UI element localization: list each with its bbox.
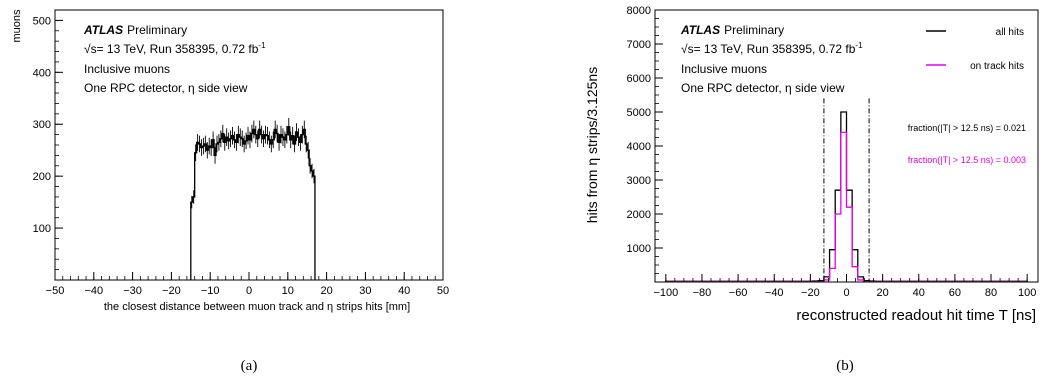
panel-b-sample: Inclusive muons <box>681 62 767 76</box>
panel-b-xlabel: reconstructed readout hit time T [ns] <box>796 307 1036 324</box>
panel-a-ytick-label: 300 <box>33 119 51 131</box>
panel-b-ytick-label: 7000 <box>627 39 651 51</box>
panel-b-energy-label: √s= 13 TeV, Run 358395, 0.72 fb-1 <box>681 41 863 56</box>
panel-b-xtick-label: 40 <box>913 287 925 299</box>
panel-a-histogram <box>190 118 316 280</box>
panel-a-frame <box>54 9 444 281</box>
fraction-on-track: fraction(|T| > 12.5 ns) = 0.003 <box>908 155 1026 165</box>
panel-b-atlas-label: ATLAS Preliminary <box>680 23 784 37</box>
panel-a-ytick-label: 200 <box>33 171 51 183</box>
panel-a-xtick-label: −40 <box>84 285 103 297</box>
panel-b-xtick-label: 20 <box>877 287 889 299</box>
panel-b: −100 −80 −60 −40 −20 0 20 40 60 80 100 1000 2000 3000… <box>584 5 1039 374</box>
panel-b-ytick-label: 8000 <box>627 5 651 17</box>
panel-a-xtick-label: 30 <box>359 285 371 297</box>
panel-a-detector: One RPC detector, η side view <box>84 81 248 95</box>
panel-b-xtick-label: −20 <box>801 287 820 299</box>
legend-all-hits-label: all hits <box>996 27 1024 38</box>
panel-a-xtick-label: 20 <box>320 285 332 297</box>
panel-a-ytick-label: 400 <box>33 67 51 79</box>
panel-b-preliminary: Preliminary <box>724 23 784 37</box>
panel-b-ytick-label: 5000 <box>627 107 651 119</box>
panel-a-xtick-label: 40 <box>398 285 410 297</box>
panel-b-lumi-exp: -1 <box>855 41 863 50</box>
panel-a-xtick-label: 0 <box>246 285 252 297</box>
panel-b-ytick-label: 1000 <box>627 243 651 255</box>
panel-a-ytick-label: 100 <box>33 223 51 235</box>
panel-b-xtick-label: 100 <box>1018 287 1036 299</box>
panel-b-xtick-label: 80 <box>985 287 997 299</box>
panel-a-ticks: −50 −40 −30 −20 −10 0 10 20 30 40 50 100 200 300 400 50… <box>33 15 449 297</box>
panel-a-preliminary: Preliminary <box>127 23 187 37</box>
panel-b-ytick-label: 2000 <box>627 209 651 221</box>
panel-b-detector: One RPC detector, η side view <box>681 81 845 95</box>
panel-b-energy: √s= 13 TeV, Run 358395, 0.72 fb <box>681 42 856 56</box>
panel-a-xlabel: the closest distance between muon track … <box>104 301 410 313</box>
legend-on-track-label: on track hits <box>970 61 1024 72</box>
panel-a: −50 −40 −30 −20 −10 0 10 20 30 40 50 100 200 300 400 50… <box>11 9 449 374</box>
panel-a-xtick-label: −20 <box>162 285 181 297</box>
panel-a-xtick-label: −10 <box>201 285 220 297</box>
panel-b-atlas: ATLAS <box>680 23 720 37</box>
fraction-all-hits: fraction(|T| > 12.5 ns) = 0.021 <box>908 123 1026 133</box>
panel-b-frame <box>654 9 1039 283</box>
panel-a-atlas: ATLAS <box>83 23 123 37</box>
panel-a-lumi-exp: -1 <box>258 41 266 50</box>
panel-b-xtick-label: −100 <box>653 287 678 299</box>
panel-b-xtick-label: −80 <box>693 287 712 299</box>
panel-a-xtick-label: 50 <box>437 285 449 297</box>
panel-a-xtick-label: 10 <box>282 285 294 297</box>
panel-b-xtick-label: 0 <box>843 287 849 299</box>
panel-b-ylabel: hits from η strips/3.125ns <box>584 67 600 223</box>
panel-a-caption: (a) <box>241 358 258 374</box>
panel-a-sample: Inclusive muons <box>84 62 170 76</box>
panel-b-xtick-label: −40 <box>765 287 784 299</box>
panel-a-xtick-label: −30 <box>123 285 142 297</box>
panel-b-xtick-label: 60 <box>949 287 961 299</box>
panel-a-xtick-label: −50 <box>46 285 65 297</box>
panel-a-ytick-label: 500 <box>33 15 51 27</box>
panel-b-ytick-label: 3000 <box>627 175 651 187</box>
panel-a-energy-label: √s= 13 TeV, Run 358395, 0.72 fb-1 <box>84 41 266 56</box>
panel-b-ticks: −100 −80 −60 −40 −20 0 20 40 60 80 100 1000 2000 3000… <box>627 5 1037 299</box>
panel-b-xtick-label: −60 <box>729 287 748 299</box>
panel-b-ytick-label: 4000 <box>627 141 651 153</box>
panel-b-ytick-label: 6000 <box>627 73 651 85</box>
panel-b-caption: (b) <box>836 358 854 374</box>
panel-a-energy: √s= 13 TeV, Run 358395, 0.72 fb <box>84 42 259 56</box>
panel-a-ylabel: muons <box>11 9 23 43</box>
panel-a-atlas-label: ATLAS Preliminary <box>83 23 187 37</box>
